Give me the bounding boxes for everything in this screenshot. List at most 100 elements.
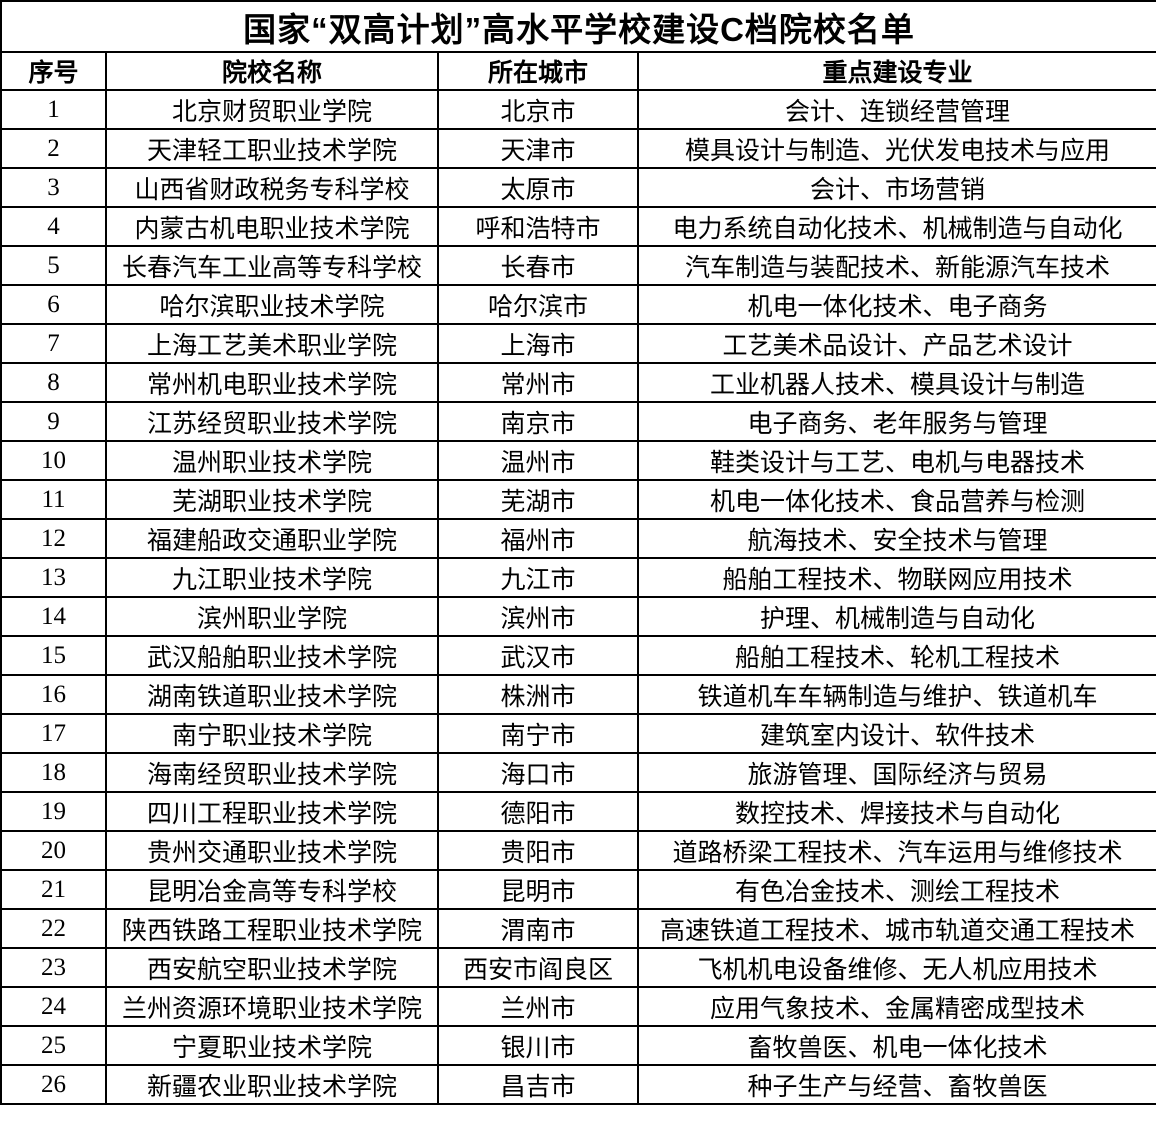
table-row: 16 湖南铁道职业技术学院 株洲市 铁道机车车辆制造与维护、铁道机车 xyxy=(0,674,1156,715)
cell-city: 福州市 xyxy=(437,518,639,559)
cell-name: 山西省财政税务专科学校 xyxy=(105,167,439,208)
table-row: 6 哈尔滨职业技术学院 哈尔滨市 机电一体化技术、电子商务 xyxy=(0,284,1156,325)
cell-city: 哈尔滨市 xyxy=(437,284,639,325)
cell-name-text: 上海工艺美术职业学院 xyxy=(146,332,397,360)
cell-name-text: 兰州资源环境职业技术学院 xyxy=(121,995,422,1023)
cell-city: 株洲市 xyxy=(437,674,639,715)
cell-majors: 机电一体化技术、电子商务 xyxy=(636,284,1156,325)
cell-majors-text: 旅游管理、国际经济与贸易 xyxy=(747,761,1048,789)
cell-majors: 航海技术、安全技术与管理 xyxy=(636,518,1156,559)
cell-majors-text: 工艺美术品设计、产品艺术设计 xyxy=(722,332,1073,360)
cell-majors: 高速铁道工程技术、城市轨道交通工程技术 xyxy=(636,908,1156,949)
cell-name-text: 长春汽车工业高等专科学校 xyxy=(121,254,422,282)
cell-no: 7 xyxy=(0,323,107,364)
table-row: 13 九江职业技术学院 九江市 船舶工程技术、物联网应用技术 xyxy=(0,557,1156,598)
table-row: 17 南宁职业技术学院 南宁市 建筑室内设计、软件技术 xyxy=(0,713,1156,754)
table-row: 18 海南经贸职业技术学院 海口市 旅游管理、国际经济与贸易 xyxy=(0,752,1156,793)
cell-city-text: 株洲市 xyxy=(500,683,576,711)
cell-name: 天津轻工职业技术学院 xyxy=(105,128,439,169)
cell-city: 太原市 xyxy=(437,167,639,208)
cell-name: 上海工艺美术职业学院 xyxy=(105,323,439,364)
cell-no-text: 2 xyxy=(47,135,60,163)
cell-no-text: 18 xyxy=(41,759,66,787)
cell-no: 16 xyxy=(0,674,107,715)
cell-majors-text: 种子生产与经营、畜牧兽医 xyxy=(747,1073,1048,1101)
cell-name-text: 北京财贸职业学院 xyxy=(171,98,372,126)
cell-city: 昆明市 xyxy=(437,869,639,910)
cell-no-text: 26 xyxy=(41,1071,66,1099)
column-header-name: 院校名称 xyxy=(105,51,439,91)
cell-city-text: 哈尔滨市 xyxy=(487,293,588,321)
cell-name: 九江职业技术学院 xyxy=(105,557,439,598)
cell-city-text: 常州市 xyxy=(500,371,576,399)
cell-name: 福建船政交通职业学院 xyxy=(105,518,439,559)
cell-name: 江苏经贸职业技术学院 xyxy=(105,401,439,442)
cell-majors-text: 模具设计与制造、光伏发电技术与应用 xyxy=(685,137,1111,165)
cell-city-text: 太原市 xyxy=(500,176,576,204)
cell-name-text: 天津轻工职业技术学院 xyxy=(146,137,397,165)
cell-no-text: 3 xyxy=(47,174,60,202)
cell-no-text: 5 xyxy=(47,252,60,280)
cell-city-text: 长春市 xyxy=(500,254,576,282)
cell-city: 兰州市 xyxy=(437,986,639,1027)
cell-no-text: 16 xyxy=(41,681,66,709)
cell-no-text: 9 xyxy=(47,408,60,436)
cell-majors: 有色冶金技术、测绘工程技术 xyxy=(636,869,1156,910)
cell-name-text: 江苏经贸职业技术学院 xyxy=(146,410,397,438)
cell-name-text: 武汉船舶职业技术学院 xyxy=(146,644,397,672)
cell-majors-text: 航海技术、安全技术与管理 xyxy=(747,527,1048,555)
cell-city: 南京市 xyxy=(437,401,639,442)
cell-name: 昆明冶金高等专科学校 xyxy=(105,869,439,910)
cell-majors-text: 高速铁道工程技术、城市轨道交通工程技术 xyxy=(660,917,1136,945)
cell-name: 温州职业技术学院 xyxy=(105,440,439,481)
cell-city: 武汉市 xyxy=(437,635,639,676)
cell-majors: 模具设计与制造、光伏发电技术与应用 xyxy=(636,128,1156,169)
table-row: 11 芜湖职业技术学院 芜湖市 机电一体化技术、食品营养与检测 xyxy=(0,479,1156,520)
cell-city: 长春市 xyxy=(437,245,639,286)
cell-city: 德阳市 xyxy=(437,791,639,832)
table-row: 23 西安航空职业技术学院 西安市阎良区 飞机机电设备维修、无人机应用技术 xyxy=(0,947,1156,988)
cell-name-text: 南宁职业技术学院 xyxy=(171,722,372,750)
cell-majors-text: 道路桥梁工程技术、汽车运用与维修技术 xyxy=(672,839,1123,867)
cell-no: 26 xyxy=(0,1064,107,1105)
cell-name-text: 温州职业技术学院 xyxy=(171,449,372,477)
cell-majors-text: 畜牧兽医、机电一体化技术 xyxy=(747,1034,1048,1062)
cell-name-text: 福建船政交通职业学院 xyxy=(146,527,397,555)
cell-majors-text: 会计、连锁经营管理 xyxy=(785,98,1011,126)
cell-no: 25 xyxy=(0,1025,107,1066)
table-row: 4 内蒙古机电职业技术学院 呼和浩特市 电力系统自动化技术、机械制造与自动化 xyxy=(0,206,1156,247)
cell-majors: 旅游管理、国际经济与贸易 xyxy=(636,752,1156,793)
title-row: 国家“双高计划”高水平学校建设C档院校名单 xyxy=(0,0,1156,53)
table-row: 3 山西省财政税务专科学校 太原市 会计、市场营销 xyxy=(0,167,1156,208)
cell-city-text: 贵阳市 xyxy=(500,839,576,867)
cell-name: 湖南铁道职业技术学院 xyxy=(105,674,439,715)
cell-no-text: 19 xyxy=(41,798,66,826)
cell-city: 昌吉市 xyxy=(437,1064,639,1105)
cell-no-text: 21 xyxy=(41,876,66,904)
cell-city-text: 昌吉市 xyxy=(500,1073,576,1101)
cell-majors-text: 数控技术、焊接技术与自动化 xyxy=(735,800,1061,828)
cell-name-text: 芜湖职业技术学院 xyxy=(171,488,372,516)
cell-no: 14 xyxy=(0,596,107,637)
cell-name: 兰州资源环境职业技术学院 xyxy=(105,986,439,1027)
cell-name-text: 四川工程职业技术学院 xyxy=(146,800,397,828)
cell-majors-text: 船舶工程技术、物联网应用技术 xyxy=(722,566,1073,594)
cell-no: 22 xyxy=(0,908,107,949)
cell-majors: 电子商务、老年服务与管理 xyxy=(636,401,1156,442)
cell-city-text: 德阳市 xyxy=(500,800,576,828)
cell-city: 常州市 xyxy=(437,362,639,403)
cell-no-text: 10 xyxy=(41,447,66,475)
cell-name: 贵州交通职业技术学院 xyxy=(105,830,439,871)
cell-no: 4 xyxy=(0,206,107,247)
cell-city-text: 渭南市 xyxy=(500,917,576,945)
table-row: 15 武汉船舶职业技术学院 武汉市 船舶工程技术、轮机工程技术 xyxy=(0,635,1156,676)
cell-majors: 船舶工程技术、轮机工程技术 xyxy=(636,635,1156,676)
cell-majors: 建筑室内设计、软件技术 xyxy=(636,713,1156,754)
table-row: 12 福建船政交通职业学院 福州市 航海技术、安全技术与管理 xyxy=(0,518,1156,559)
cell-no: 10 xyxy=(0,440,107,481)
cell-city: 九江市 xyxy=(437,557,639,598)
cell-no: 8 xyxy=(0,362,107,403)
cell-city: 温州市 xyxy=(437,440,639,481)
cell-no: 11 xyxy=(0,479,107,520)
cell-name: 陕西铁路工程职业技术学院 xyxy=(105,908,439,949)
